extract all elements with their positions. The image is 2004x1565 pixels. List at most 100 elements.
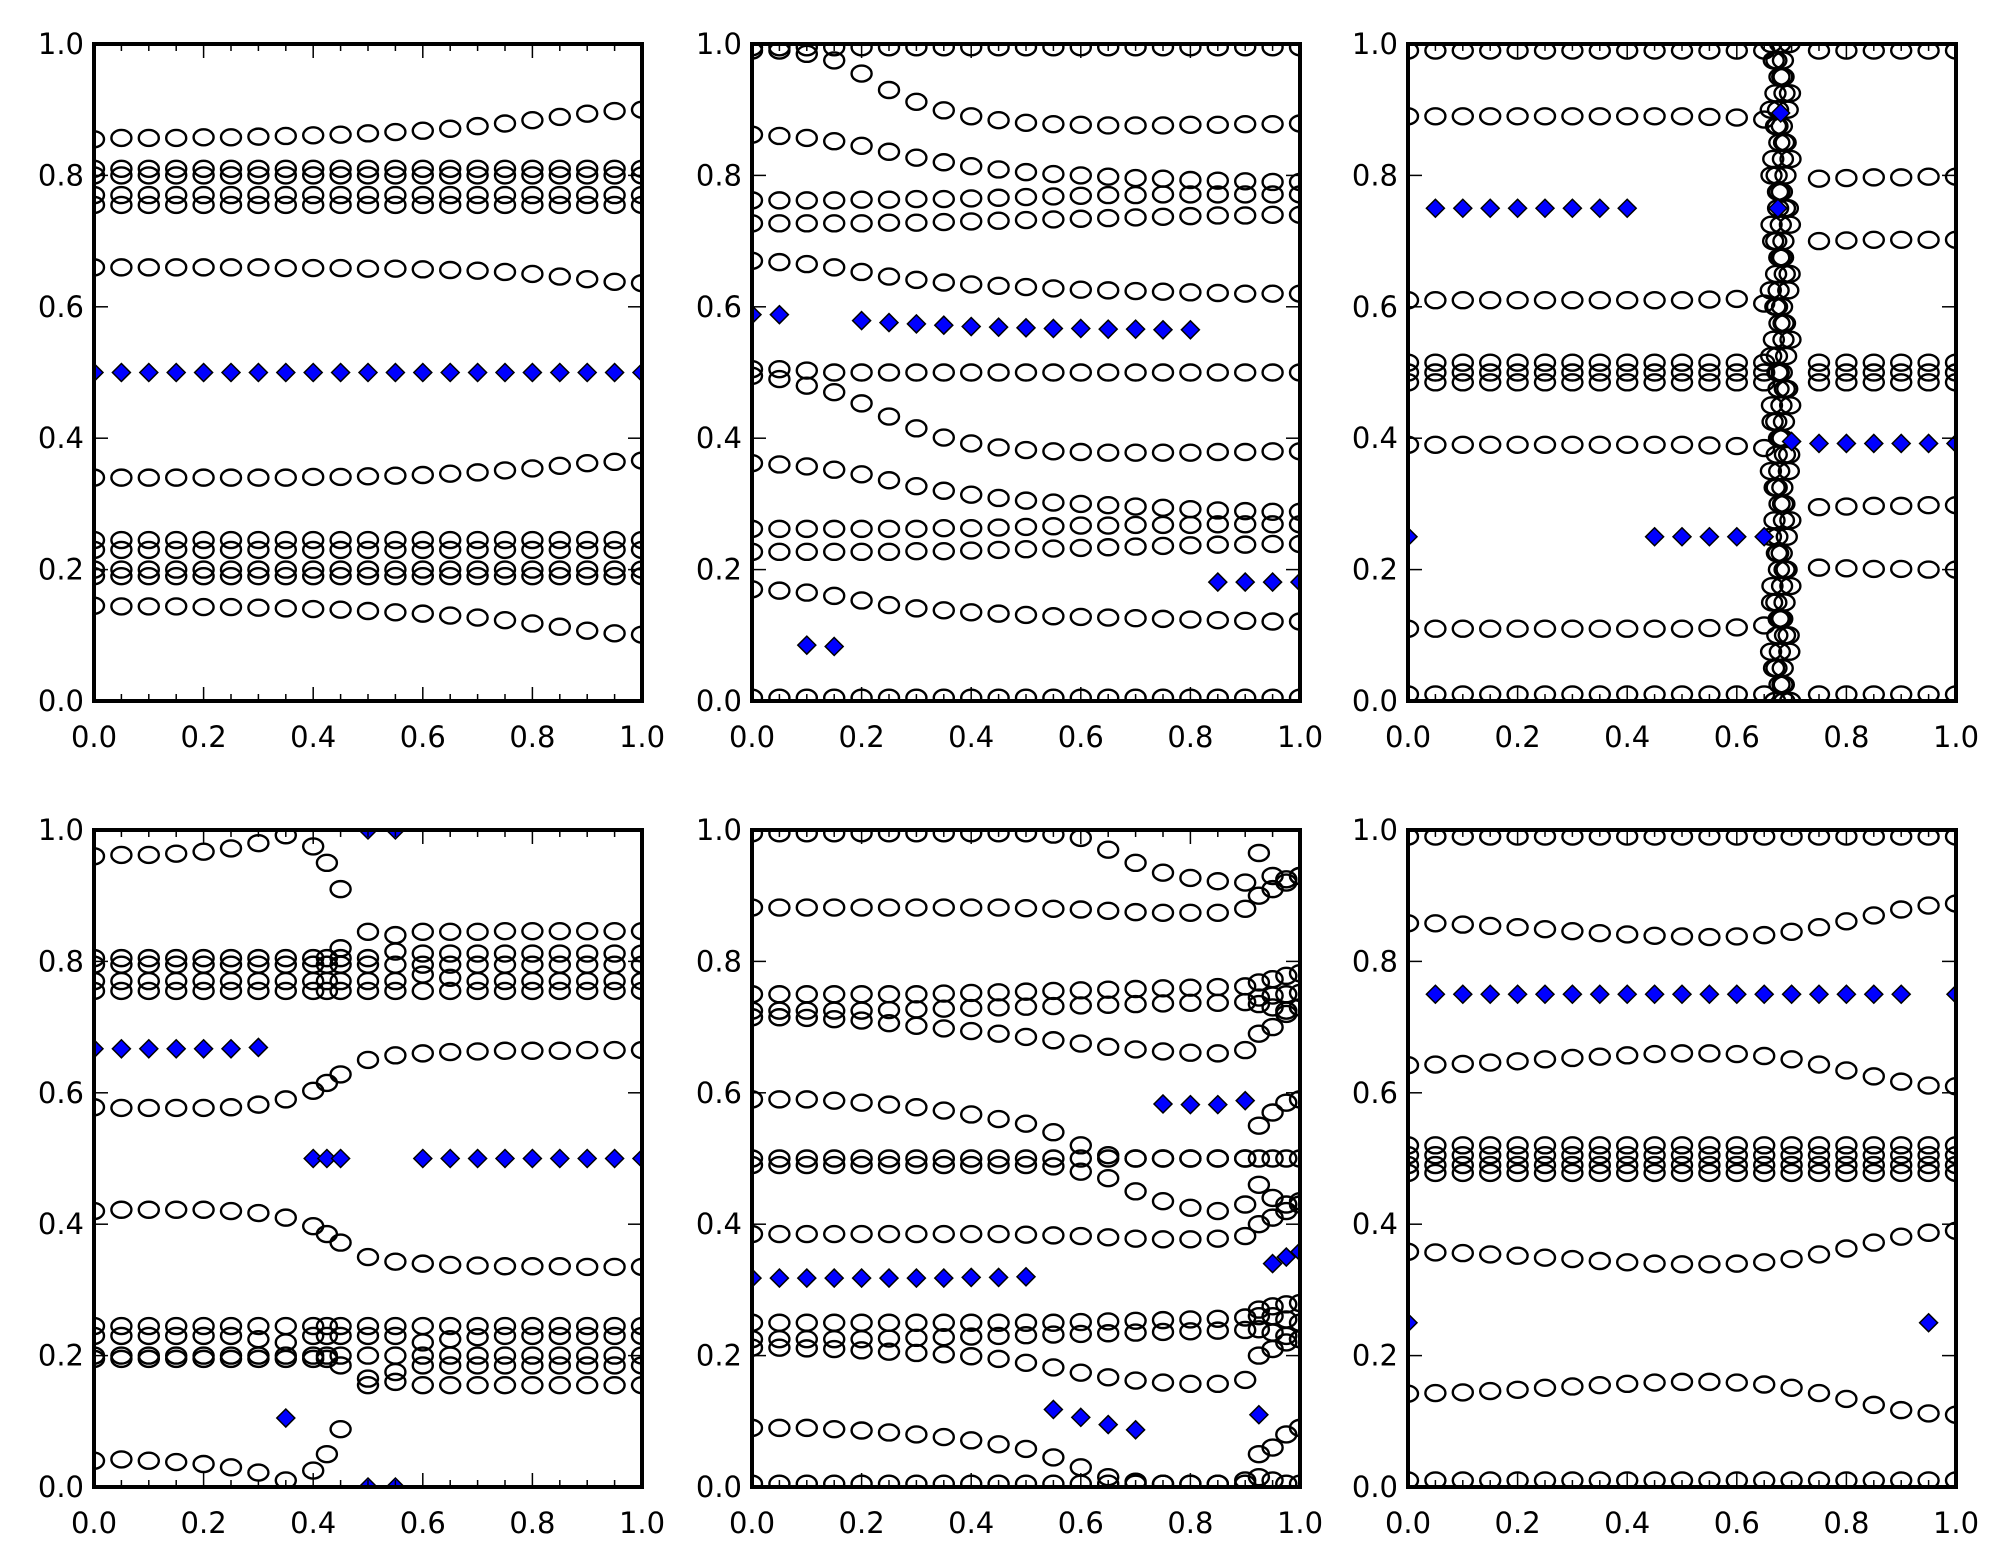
circle-point <box>329 1356 352 1375</box>
circle-point <box>439 119 462 138</box>
circle-point <box>1917 1163 1940 1183</box>
diamond-point <box>1152 1093 1174 1115</box>
diamond-point <box>1562 198 1583 219</box>
circle-point <box>192 540 215 560</box>
circle-point <box>274 981 297 1001</box>
circle-point <box>1778 264 1801 284</box>
circle-point <box>137 597 161 616</box>
circle-point <box>1588 923 1612 943</box>
circle-point <box>384 1252 407 1271</box>
circle-point <box>768 581 791 600</box>
circle-point <box>1206 515 1230 534</box>
circle-point <box>1588 1047 1612 1066</box>
circle-point <box>247 159 270 179</box>
circle-point <box>164 540 188 560</box>
circle-point <box>384 971 407 991</box>
circle-point <box>960 157 983 176</box>
circle-point <box>795 128 818 148</box>
circle-point <box>1807 363 1831 382</box>
circle-point <box>164 1316 188 1336</box>
diamond-point <box>1452 984 1473 1005</box>
circle-point <box>1206 1474 1229 1489</box>
circle-point <box>411 1375 434 1395</box>
diamond-point <box>1070 1407 1091 1428</box>
circle-point <box>932 1427 955 1447</box>
circle-point <box>603 1040 626 1060</box>
circle-point <box>877 1313 901 1332</box>
circle-point <box>576 166 599 185</box>
circle-point <box>1780 1155 1803 1175</box>
circle-point <box>1862 1146 1886 1165</box>
circle-point <box>1233 1370 1257 1390</box>
circle-point <box>192 1098 215 1118</box>
x-tick-label: 0.6 <box>1714 1506 1760 1540</box>
circle-point <box>1206 903 1230 922</box>
circle-point <box>987 1435 1010 1454</box>
circle-point <box>1588 619 1612 638</box>
circle-point <box>411 159 434 179</box>
circle-point <box>192 195 215 215</box>
circle-point <box>905 519 928 539</box>
diamond-point <box>1480 984 1501 1005</box>
circle-point <box>192 597 215 617</box>
circle-point <box>1069 538 1093 558</box>
circle-point <box>1124 185 1147 205</box>
circle-point <box>823 1224 846 1244</box>
circle-point <box>1096 1312 1120 1331</box>
circle-point <box>1670 1372 1694 1392</box>
circle-point <box>850 1313 873 1332</box>
circle-point <box>493 1346 517 1365</box>
circle-point <box>1124 1311 1147 1330</box>
diamond-point <box>988 317 1009 338</box>
circle-point <box>1275 1310 1298 1329</box>
circle-point <box>384 566 407 586</box>
diamond-point <box>878 1268 900 1289</box>
diamond-point <box>1836 984 1857 1005</box>
circle-point <box>1643 1373 1666 1392</box>
circle-point <box>1698 1372 1721 1392</box>
circle-point <box>1780 1050 1803 1069</box>
x-tick-label: 0.8 <box>1823 1506 1869 1540</box>
circle-point <box>1917 896 1940 915</box>
circle-point <box>1261 1297 1284 1316</box>
circle-point <box>219 185 243 205</box>
plot-area <box>92 100 644 644</box>
diamond-point <box>796 635 817 656</box>
circle-point <box>850 1011 873 1030</box>
circle-point <box>1042 1313 1065 1332</box>
circle-point <box>164 195 188 215</box>
diamond-point <box>303 1148 324 1169</box>
circle-point <box>987 1326 1010 1346</box>
circle-point <box>1917 560 1940 579</box>
circle-point <box>987 898 1010 917</box>
circle-point <box>247 1349 270 1369</box>
circle-point <box>1643 1044 1666 1064</box>
circle-point <box>1179 515 1202 535</box>
circle-point <box>960 1149 983 1168</box>
circle-point <box>548 1316 571 1336</box>
circle-point <box>1014 688 1038 703</box>
circle-point <box>768 1313 791 1332</box>
circle-point <box>932 273 955 292</box>
circle-point <box>356 560 380 579</box>
circle-point <box>1862 1155 1886 1175</box>
circle-point <box>192 185 215 205</box>
diamond-point <box>1767 198 1788 219</box>
circle-point <box>1478 373 1502 392</box>
circle-point <box>466 1256 489 1275</box>
circle-point <box>823 1339 846 1359</box>
circle-point <box>877 42 901 57</box>
circle-point <box>1588 373 1612 392</box>
circle-point <box>302 981 325 1001</box>
circle-point <box>960 998 983 1018</box>
circle-point <box>1670 927 1694 946</box>
circle-point <box>466 185 489 205</box>
circle-point <box>110 166 133 185</box>
circle-point <box>192 468 215 487</box>
circle-point <box>110 1098 133 1118</box>
circle-point <box>1889 1400 1913 1420</box>
circle-point <box>1096 443 1120 462</box>
diamond-point <box>111 362 132 383</box>
circle-point <box>1807 1136 1831 1155</box>
diamond-point <box>1589 984 1610 1005</box>
